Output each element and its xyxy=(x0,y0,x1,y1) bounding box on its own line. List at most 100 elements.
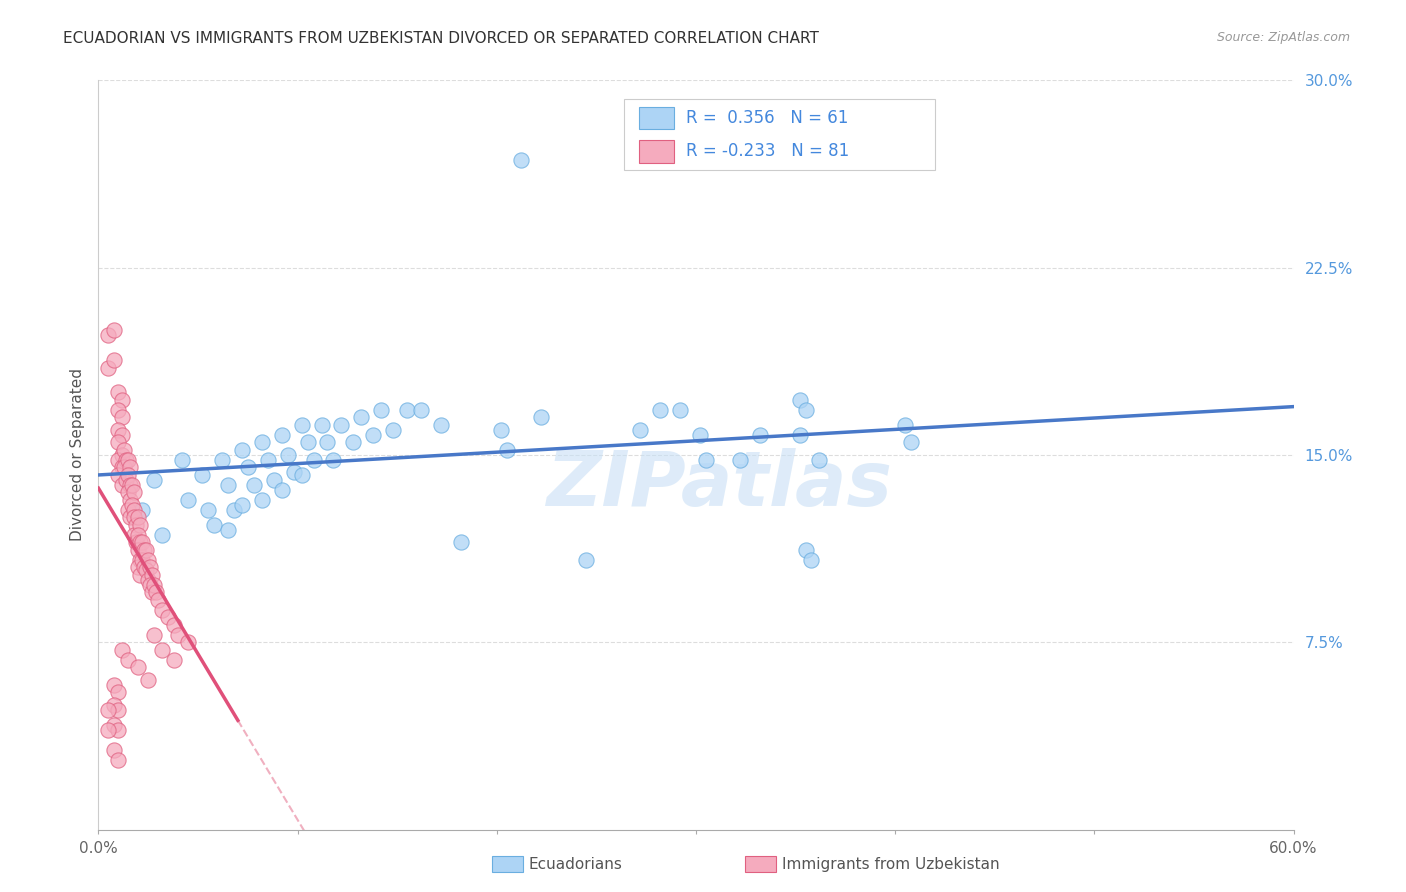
Point xyxy=(111,428,134,442)
Point xyxy=(131,535,153,549)
Text: R = -0.233   N = 81: R = -0.233 N = 81 xyxy=(686,143,849,161)
Point xyxy=(121,478,143,492)
Point xyxy=(297,435,319,450)
Point xyxy=(107,453,129,467)
Y-axis label: Divorced or Separated: Divorced or Separated xyxy=(69,368,84,541)
Point xyxy=(107,423,129,437)
Point xyxy=(900,435,922,450)
Point xyxy=(131,503,153,517)
Point xyxy=(136,573,159,587)
Point xyxy=(117,653,139,667)
Point xyxy=(150,603,173,617)
Point xyxy=(111,392,134,407)
Point xyxy=(689,428,711,442)
Point xyxy=(177,635,200,649)
Point xyxy=(117,503,139,517)
Point xyxy=(129,567,152,582)
FancyBboxPatch shape xyxy=(638,140,675,162)
Point xyxy=(382,423,405,437)
Point xyxy=(509,153,531,168)
FancyBboxPatch shape xyxy=(638,106,675,129)
Point xyxy=(107,685,129,699)
Point xyxy=(124,503,146,517)
Point xyxy=(748,428,770,442)
Point xyxy=(311,417,333,432)
Point xyxy=(291,417,314,432)
Point xyxy=(117,467,139,482)
Point xyxy=(120,478,142,492)
Point xyxy=(135,542,157,557)
Point xyxy=(120,510,142,524)
Point xyxy=(131,553,153,567)
Point xyxy=(411,403,433,417)
Point xyxy=(107,403,129,417)
Point xyxy=(127,560,149,574)
Point xyxy=(141,585,163,599)
Point xyxy=(125,535,148,549)
Point xyxy=(143,473,166,487)
Point xyxy=(103,678,125,692)
Point xyxy=(489,423,512,437)
Text: Immigrants from Uzbekistan: Immigrants from Uzbekistan xyxy=(782,857,1000,871)
Point xyxy=(129,535,152,549)
Point xyxy=(669,403,692,417)
Point xyxy=(430,417,453,432)
Point xyxy=(143,628,166,642)
Point xyxy=(127,660,149,674)
Point xyxy=(97,360,120,375)
Point xyxy=(217,523,239,537)
Point xyxy=(789,392,811,407)
Point xyxy=(111,478,134,492)
Point xyxy=(728,453,751,467)
Point xyxy=(112,460,135,475)
Point xyxy=(97,328,120,343)
Point xyxy=(495,442,517,457)
FancyBboxPatch shape xyxy=(624,99,935,170)
Point xyxy=(163,617,186,632)
Point xyxy=(111,642,134,657)
Point xyxy=(143,578,166,592)
Point xyxy=(250,492,273,507)
Point xyxy=(283,466,305,480)
Point xyxy=(127,510,149,524)
Point xyxy=(129,517,152,532)
Point xyxy=(250,435,273,450)
Point xyxy=(236,460,259,475)
Point xyxy=(277,448,299,462)
Point xyxy=(150,528,173,542)
Point xyxy=(121,498,143,512)
Point xyxy=(134,560,156,574)
Point xyxy=(794,403,817,417)
Text: ECUADORIAN VS IMMIGRANTS FROM UZBEKISTAN DIVORCED OR SEPARATED CORRELATION CHART: ECUADORIAN VS IMMIGRANTS FROM UZBEKISTAN… xyxy=(63,31,820,46)
Point xyxy=(117,485,139,500)
Point xyxy=(97,723,120,737)
Point xyxy=(127,528,149,542)
Point xyxy=(808,453,831,467)
Point xyxy=(111,410,134,425)
Point xyxy=(270,428,292,442)
Point xyxy=(124,510,146,524)
Point xyxy=(111,460,134,475)
Point xyxy=(177,492,200,507)
Text: ZIPatlas: ZIPatlas xyxy=(547,448,893,522)
Text: R =  0.356   N = 61: R = 0.356 N = 61 xyxy=(686,109,849,127)
Point xyxy=(107,703,129,717)
Point xyxy=(222,503,245,517)
Point xyxy=(125,517,148,532)
Point xyxy=(115,453,138,467)
Text: Ecuadorians: Ecuadorians xyxy=(529,857,623,871)
Point xyxy=(163,653,186,667)
Point xyxy=(291,467,314,482)
Point xyxy=(363,428,385,442)
Point xyxy=(136,673,159,687)
Point xyxy=(148,592,170,607)
Point xyxy=(139,578,162,592)
Point xyxy=(217,478,239,492)
Point xyxy=(129,553,152,567)
Point xyxy=(270,483,292,497)
Point xyxy=(107,385,129,400)
Point xyxy=(330,417,353,432)
Point xyxy=(112,442,135,457)
Point xyxy=(231,498,253,512)
Text: Source: ZipAtlas.com: Source: ZipAtlas.com xyxy=(1216,31,1350,45)
